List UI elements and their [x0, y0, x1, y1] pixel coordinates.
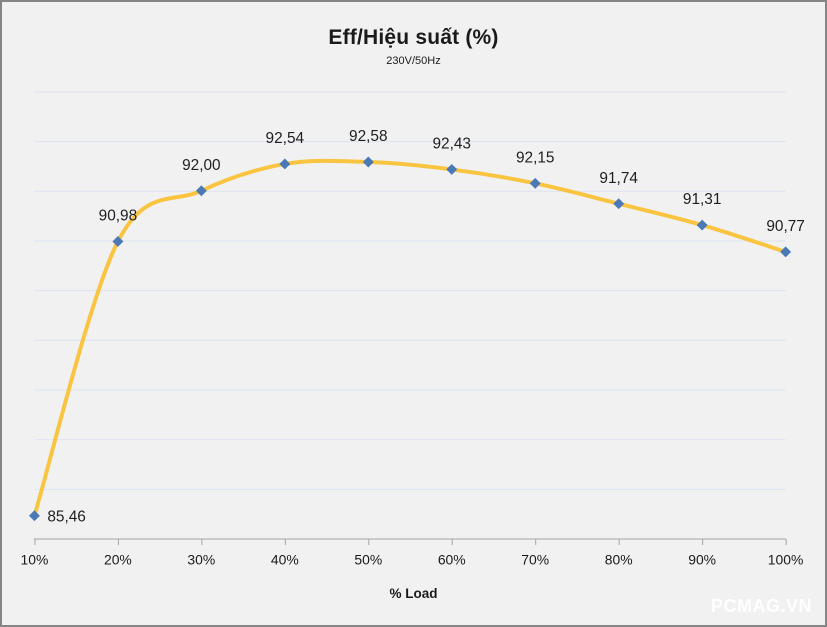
x-axis-tick-label: 30% — [187, 551, 215, 567]
data-point-label: 90,98 — [99, 208, 138, 225]
x-axis-tick-label: 60% — [438, 551, 466, 567]
data-point-marker — [362, 156, 374, 168]
x-axis-tick-label: 80% — [605, 551, 633, 567]
data-point-marker — [613, 198, 625, 210]
x-axis-tick-label: 90% — [688, 551, 716, 567]
data-point-label: 91,31 — [683, 191, 722, 208]
x-axis-tick-label: 20% — [104, 551, 132, 567]
x-axis-tick-label: 70% — [521, 551, 549, 567]
data-point-label: 92,58 — [349, 128, 388, 145]
data-point-label: 85,46 — [47, 509, 86, 526]
data-point-marker — [780, 246, 792, 258]
x-axis-tick-label: 40% — [271, 551, 299, 567]
data-point-marker — [28, 510, 40, 522]
data-point-label: 92,15 — [516, 149, 555, 166]
data-point-marker — [696, 219, 708, 231]
chart-subtitle: 230V/50Hz — [386, 55, 441, 67]
data-point-label: 91,74 — [599, 170, 638, 187]
series-line — [32, 158, 788, 518]
data-point-marker — [529, 177, 541, 189]
x-axis-title: % Load — [389, 586, 438, 601]
data-point-label: 90,77 — [766, 218, 805, 235]
x-axis-tick-label: 100% — [768, 551, 804, 567]
x-axis-tick-label: 10% — [21, 551, 49, 567]
data-point-marker — [446, 163, 458, 175]
data-point-label: 92,54 — [266, 130, 305, 147]
data-point-label: 92,00 — [182, 157, 221, 174]
data-point-label: 92,43 — [432, 136, 471, 153]
data-point-marker — [279, 158, 291, 170]
chart-title: Eff/Hiệu suất (%) — [328, 26, 499, 49]
watermark: PCMAG.VN — [710, 596, 812, 616]
x-axis-tick-label: 50% — [354, 551, 382, 567]
